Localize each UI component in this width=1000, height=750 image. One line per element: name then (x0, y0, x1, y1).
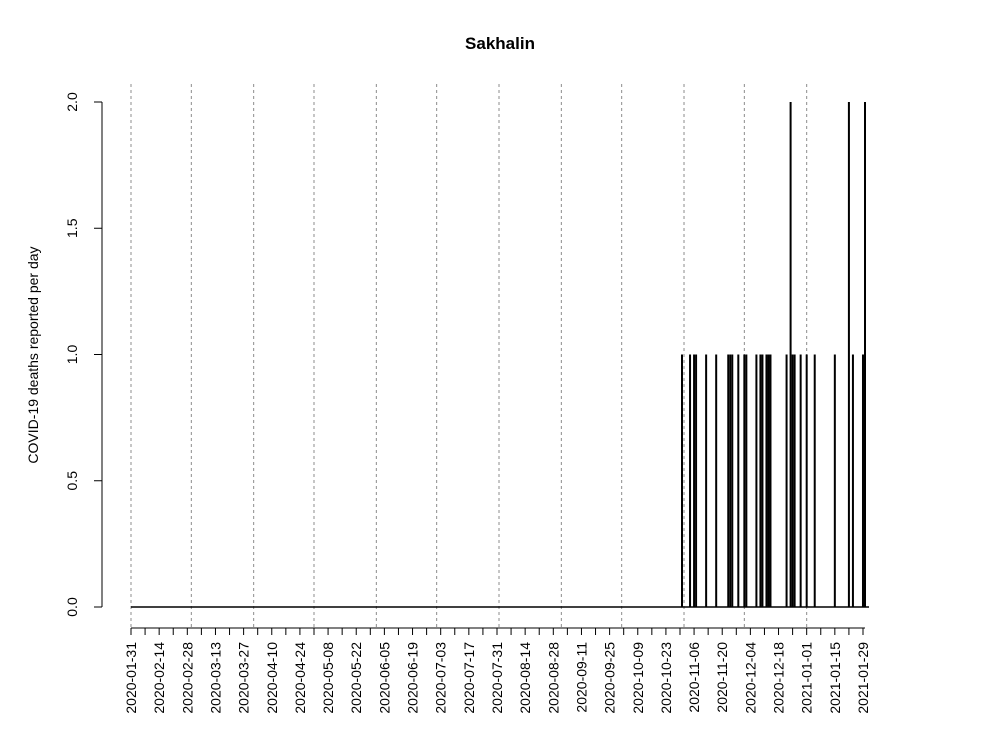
x-tick-label: 2020-05-08 (320, 642, 336, 714)
y-axis: 0.0 0.5 1.0 1.5 2.0 (64, 92, 103, 617)
x-tick-label: 2020-06-19 (405, 642, 421, 714)
x-tick-label: 2020-11-06 (686, 642, 702, 713)
bars (681, 102, 866, 607)
x-tick-label: 2021-01-29 (855, 642, 871, 714)
x-tick-label: 2020-08-14 (517, 642, 533, 714)
x-tick-label: 2020-07-17 (461, 642, 477, 714)
y-axis-label: COVID-19 deaths reported per day (25, 246, 41, 463)
x-tick-label: 2020-06-05 (376, 642, 392, 714)
y-tick-label: 1.0 (64, 345, 80, 365)
y-tick-label: 1.5 (64, 218, 80, 238)
x-tick-label: 2020-03-13 (207, 642, 223, 714)
x-tick-label: 2020-10-09 (630, 642, 646, 714)
x-tick-label: 2020-09-11 (573, 642, 589, 713)
y-tick-label: 0.0 (64, 597, 80, 617)
x-tick-label: 2021-01-01 (799, 642, 815, 714)
x-tick-label: 2021-01-15 (827, 642, 843, 714)
x-tick-label: 2020-08-28 (545, 642, 561, 714)
x-tick-label: 2020-09-25 (602, 642, 618, 714)
x-tick-label: 2020-04-24 (292, 642, 308, 714)
x-tick-label: 2020-12-18 (771, 642, 787, 714)
x-tick-label: 2020-03-27 (236, 642, 252, 714)
x-tick-label: 2020-02-28 (179, 642, 195, 714)
y-tick-label: 0.5 (64, 471, 80, 491)
x-tick-label: 2020-05-22 (348, 642, 364, 714)
x-tick-label: 2020-04-10 (264, 642, 280, 714)
x-tick-label: 2020-12-04 (742, 642, 758, 714)
chart-title: Sakhalin (465, 34, 535, 53)
x-tick-label: 2020-02-14 (151, 642, 167, 714)
x-tick-label: 2020-10-23 (658, 642, 674, 714)
x-axis: 2020-01-31 2020-02-14 2020-02-28 2020-03-13… (123, 627, 871, 714)
x-tick-label: 2020-11-20 (714, 642, 730, 713)
x-tick-label: 2020-07-03 (433, 642, 449, 714)
x-tick-label: 2020-01-31 (123, 642, 139, 714)
y-tick-label: 2.0 (64, 92, 80, 112)
x-tick-label: 2020-07-31 (489, 642, 505, 714)
gridlines (130, 84, 808, 628)
